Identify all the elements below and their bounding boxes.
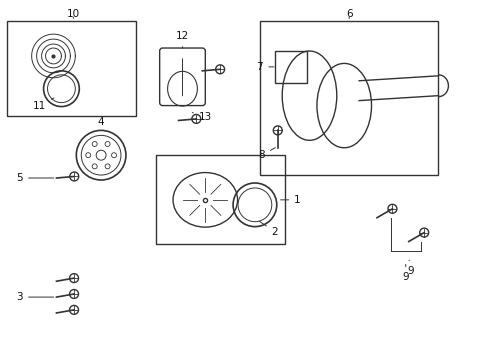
Text: 10: 10 — [67, 9, 80, 19]
Text: 8: 8 — [259, 148, 275, 160]
Bar — [7, 21, 136, 116]
Bar — [156, 155, 285, 244]
Text: 9: 9 — [402, 264, 409, 282]
Text: 7: 7 — [257, 62, 274, 72]
Text: 4: 4 — [98, 117, 104, 130]
Text: 11: 11 — [33, 98, 54, 111]
Text: 2: 2 — [259, 221, 278, 237]
Text: 5: 5 — [17, 173, 54, 183]
Text: 12: 12 — [176, 31, 189, 48]
Text: 6: 6 — [346, 9, 352, 19]
Text: 13: 13 — [193, 112, 212, 122]
Text: 9: 9 — [407, 260, 414, 276]
Bar — [260, 21, 439, 175]
Text: 3: 3 — [17, 292, 54, 302]
Text: 1: 1 — [280, 195, 301, 205]
